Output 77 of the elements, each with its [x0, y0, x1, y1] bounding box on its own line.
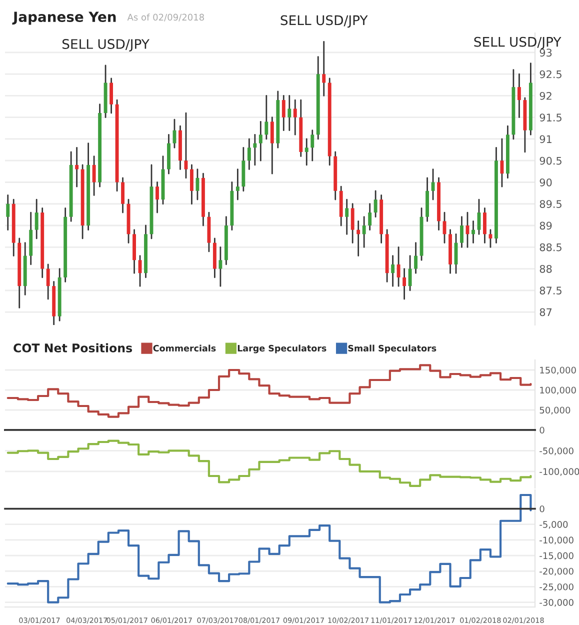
candlestick	[92, 156, 96, 196]
y-tick-label: -15,000	[540, 552, 574, 560]
candlestick	[391, 255, 395, 287]
candlestick	[356, 220, 360, 256]
candlestick	[247, 138, 251, 170]
y-tick-label: -20,000	[540, 568, 574, 576]
candlestick	[472, 220, 475, 244]
y-tick-label: 90.5	[540, 156, 562, 165]
y-tick-label: -30,000	[540, 599, 574, 607]
y-tick-label: -100,000	[540, 468, 579, 476]
candlestick	[345, 198, 349, 235]
candlestick	[6, 194, 10, 231]
candlestick	[46, 264, 50, 300]
candlestick	[322, 40, 326, 96]
candlestick	[414, 242, 418, 274]
y-tick-label: 100,000	[540, 386, 576, 394]
candlestick	[110, 78, 114, 114]
y-tick-label: 88.5	[540, 243, 562, 252]
candlestick	[500, 138, 504, 188]
candlestick	[264, 95, 268, 140]
candlestick	[310, 130, 314, 162]
candlestick	[288, 95, 292, 132]
y-tick-label: 50,000	[540, 406, 570, 414]
candlestick	[408, 255, 412, 292]
annotation: SELL USD/JPY	[474, 36, 562, 50]
candlestick	[431, 168, 435, 200]
y-tick-label: 87	[540, 308, 552, 316]
y-tick-label: 90	[540, 178, 552, 186]
y-tick-label: 88	[540, 264, 552, 273]
candlestick	[350, 203, 354, 244]
y-tick-label: 0	[540, 426, 544, 434]
candlestick	[196, 168, 200, 200]
chart-subtitle: As of 02/09/2018	[127, 14, 204, 22]
chart-title: Japanese Yen	[12, 12, 116, 25]
y-tick-label: 93	[540, 48, 552, 57]
candlestick	[362, 216, 366, 248]
y-tick-label: -50,000	[540, 447, 574, 456]
candlestick	[75, 146, 79, 188]
y-tick-label: 87.5	[540, 286, 562, 294]
candlestick	[282, 95, 286, 132]
y-tick-label: -5,000	[540, 521, 568, 529]
candlestick	[34, 198, 38, 240]
y-tick-label: 91.5	[540, 114, 562, 122]
candlestick	[184, 112, 188, 179]
y-tick-label: 92.5	[540, 70, 562, 78]
candlestick	[156, 182, 159, 214]
candlestick	[190, 164, 194, 205]
annotation: SELL USD/JPY	[62, 39, 150, 52]
legend-label: Large Speculators	[238, 344, 326, 354]
candlestick	[253, 134, 257, 166]
y-tick-label: 0	[540, 505, 544, 512]
y-tick-label: 150,000	[540, 366, 576, 374]
legend-label: Small Speculators	[348, 344, 436, 354]
y-tick-label: -10,000	[540, 536, 574, 544]
y-tick-label: -25,000	[540, 583, 574, 592]
candlestick	[374, 190, 378, 218]
candlestick	[218, 246, 222, 287]
candlestick	[258, 120, 262, 162]
candlestick	[402, 268, 406, 300]
candlestick	[304, 138, 308, 166]
candlestick	[270, 116, 274, 174]
candlestick	[121, 177, 124, 214]
candlestick	[368, 203, 372, 231]
y-tick-label: 89.5	[540, 200, 562, 208]
y-tick-label: 92	[540, 92, 552, 100]
candlestick	[488, 229, 492, 248]
annotation: SELL USD/JPY	[280, 15, 368, 28]
candlestick	[293, 99, 297, 136]
legend-label: Commercials	[153, 344, 216, 352]
candlestick	[396, 246, 400, 287]
candlestick	[483, 208, 486, 244]
candlestick	[517, 73, 521, 118]
y-tick-label: 91	[540, 135, 552, 144]
chart-title: COT Net Positions	[14, 343, 132, 352]
candlestick	[236, 168, 240, 200]
y-tick-label: 89	[540, 222, 552, 230]
candlestick	[460, 216, 464, 248]
